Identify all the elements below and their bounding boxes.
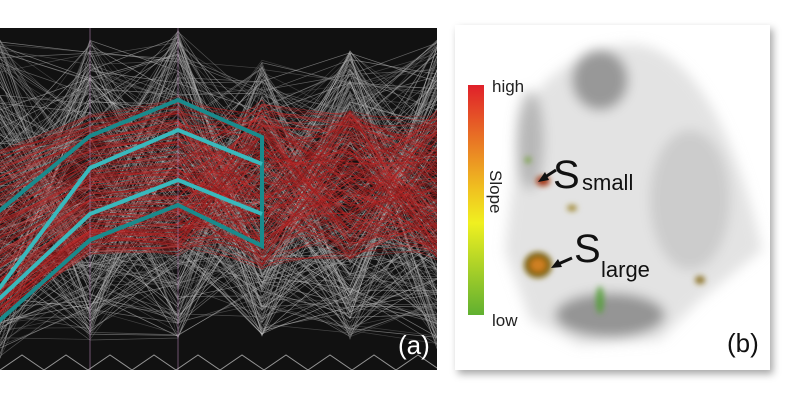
data-line	[0, 177, 437, 268]
volume-rendering	[505, 44, 762, 346]
data-line	[0, 157, 437, 319]
data-line	[0, 147, 437, 288]
data-line	[0, 132, 437, 220]
annotation-small: S small	[538, 153, 633, 197]
data-line	[0, 117, 437, 192]
data-line	[0, 133, 437, 257]
hotspot	[530, 258, 546, 272]
data-line	[0, 71, 437, 331]
pattern-line	[131, 354, 177, 370]
annotation-subscript: small	[582, 170, 633, 195]
volume-dark	[555, 293, 665, 337]
data-line	[0, 161, 437, 253]
data-line	[0, 137, 437, 230]
brush-inner-top	[0, 127, 263, 291]
pattern-line	[43, 354, 89, 370]
data-line	[0, 45, 437, 227]
data-line	[0, 151, 437, 267]
data-line	[0, 111, 437, 227]
panel-label: (b)	[727, 328, 759, 358]
colorbar-low: low	[492, 311, 518, 330]
panel-b: high low Slope S small S large (b)	[468, 44, 762, 358]
data-line	[0, 63, 437, 294]
data-line	[0, 130, 437, 238]
data-line	[0, 99, 437, 232]
volume-body	[505, 44, 762, 346]
data-line	[0, 113, 437, 246]
hotspot	[695, 276, 705, 284]
pattern-line	[395, 354, 437, 370]
annotation-letter: S	[553, 153, 580, 197]
red-lines	[0, 95, 437, 320]
data-line	[0, 45, 437, 344]
data-line	[0, 188, 437, 267]
data-line	[0, 152, 437, 255]
data-line	[0, 57, 437, 335]
brush-inner-bottom	[0, 177, 263, 301]
annotation-large: S large	[551, 227, 650, 282]
annotation-subscript: large	[601, 257, 650, 282]
panel-label: (a)	[398, 330, 430, 360]
data-line	[0, 101, 437, 303]
pattern-line	[87, 354, 133, 370]
bottom-pattern	[0, 354, 437, 370]
data-line	[0, 131, 437, 186]
data-line	[0, 142, 437, 196]
volume-dark	[572, 50, 628, 110]
brush-outer	[0, 97, 264, 323]
data-line	[0, 117, 437, 186]
data-line	[0, 210, 437, 311]
data-line	[0, 113, 437, 309]
volume-mid	[650, 130, 730, 270]
data-line	[0, 150, 437, 312]
annotation-letter: S	[574, 227, 601, 271]
data-line	[0, 118, 437, 235]
data-line	[0, 119, 437, 211]
panel-a: (a)	[0, 28, 437, 370]
pattern-line	[351, 354, 397, 370]
data-line	[0, 112, 437, 214]
data-line	[0, 148, 437, 237]
colorbar	[468, 85, 484, 315]
data-line	[0, 159, 437, 293]
pattern-line	[219, 354, 265, 370]
hotspot	[525, 157, 531, 163]
data-line	[0, 52, 437, 305]
data-line	[0, 137, 437, 245]
brushes	[0, 97, 264, 323]
hotspot	[596, 286, 604, 314]
colorbar-high: high	[492, 77, 524, 96]
data-line	[0, 118, 437, 309]
hotspot	[567, 205, 577, 211]
data-line	[0, 109, 437, 251]
pattern-line	[307, 354, 353, 370]
arrowhead	[538, 172, 549, 182]
data-line	[0, 50, 437, 359]
data-line	[0, 117, 437, 294]
data-line	[0, 82, 437, 336]
arrowhead	[551, 259, 562, 268]
volume-dark	[516, 90, 544, 190]
pattern-line	[175, 354, 221, 370]
colorbar-title: Slope	[486, 170, 505, 213]
data-line	[0, 121, 437, 307]
pattern-line	[0, 354, 45, 370]
data-line	[0, 154, 437, 256]
pattern-line	[263, 354, 309, 370]
data-line	[0, 155, 437, 292]
data-line	[0, 110, 437, 261]
data-line	[0, 112, 437, 280]
axes	[89, 28, 179, 370]
